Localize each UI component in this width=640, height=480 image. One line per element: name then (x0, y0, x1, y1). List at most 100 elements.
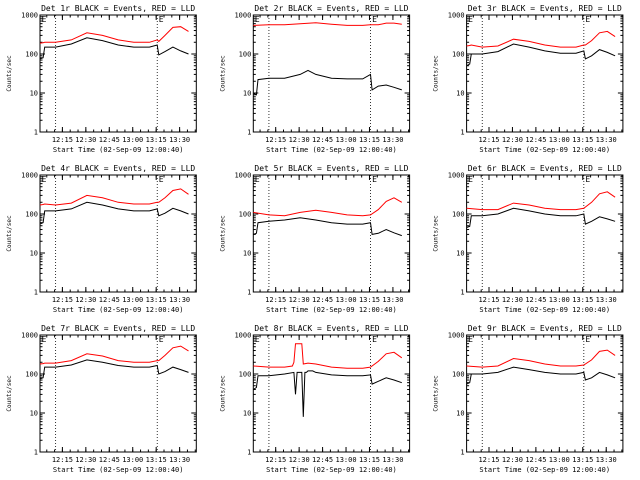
plot-frame (39, 334, 197, 453)
corner-mark: E (468, 175, 473, 184)
x-axis-label: Start Time (02-Sep-09 12:00:40) (479, 466, 610, 474)
x-axis-label: Start Time (02-Sep-09 12:00:40) (53, 466, 184, 474)
plot-frame (466, 174, 624, 293)
lld-series-line (39, 188, 189, 206)
plot-frame (466, 14, 624, 133)
y-tick-label: 100 (25, 51, 38, 59)
events-series-line (466, 207, 616, 228)
x-tick-label: 13:15 (146, 136, 167, 144)
corner-mark: E (159, 175, 164, 184)
y-axis-label: Counts/sec (219, 375, 226, 412)
x-axis-label: Start Time (02-Sep-09 12:00:40) (479, 146, 610, 154)
x-tick-label: 12:45 (525, 456, 546, 464)
corner-mark: E (468, 335, 473, 344)
y-axis-label: Counts/sec (6, 55, 13, 92)
lld-series-line (253, 197, 403, 217)
y-tick-label: 100 (452, 211, 465, 219)
panel-title: Det 1r BLACK = Events, RED = LLD (41, 4, 195, 13)
x-tick-label: 12:15 (478, 296, 499, 304)
panel-title: Det 6r BLACK = Events, RED = LLD (468, 164, 622, 173)
y-tick-label: 10 (456, 90, 464, 98)
y-tick-label: 10 (456, 250, 464, 258)
x-tick-label: 13:30 (596, 456, 617, 464)
panel-title: Det 5r BLACK = Events, RED = LLD (254, 164, 408, 173)
y-tick-label: 1000 (448, 332, 465, 340)
events-series-line (39, 37, 189, 60)
corner-mark: E (42, 175, 47, 184)
y-tick-label: 10 (456, 410, 464, 418)
lld-series-line (466, 30, 616, 48)
x-axis-label: Start Time (02-Sep-09 12:00:40) (266, 146, 397, 154)
x-tick-label: 12:45 (99, 136, 120, 144)
y-tick-label: 1000 (21, 12, 38, 20)
corner-mark: E (372, 175, 377, 184)
y-tick-label: 10 (243, 90, 251, 98)
x-tick-label: 13:30 (169, 456, 190, 464)
x-tick-label: 13:15 (146, 456, 167, 464)
plot-frame (252, 174, 411, 293)
x-tick-label: 12:15 (478, 456, 499, 464)
x-tick-label: 13:00 (549, 136, 570, 144)
x-tick-label: 12:45 (312, 136, 333, 144)
x-tick-label: 12:45 (99, 456, 120, 464)
y-axis-label: Counts/sec (433, 375, 440, 412)
y-tick-label: 1000 (234, 12, 251, 20)
events-series-line (253, 370, 402, 417)
x-tick-label: 13:00 (335, 296, 356, 304)
y-tick-label: 1 (34, 129, 38, 137)
x-tick-label: 12:30 (75, 136, 96, 144)
x-axis-label: Start Time (02-Sep-09 12:00:40) (479, 306, 610, 314)
detector-panel-2: Det 2r BLACK = Events, RED = LLD Counts/s… (219, 4, 411, 154)
y-tick-label: 10 (243, 410, 251, 418)
x-tick-label: 13:15 (146, 296, 167, 304)
y-axis-label: Counts/sec (219, 55, 226, 92)
detector-panel-9: Det 9r BLACK = Events, RED = LLD Counts/s… (433, 324, 624, 474)
y-tick-label: 1 (34, 289, 38, 297)
y-tick-label: 1000 (234, 332, 251, 340)
x-axis-label: Start Time (02-Sep-09 12:00:40) (266, 306, 397, 314)
x-tick-label: 13:30 (169, 296, 190, 304)
detector-panel-3: Det 3r BLACK = Events, RED = LLD Counts/s… (433, 4, 624, 154)
detector-panel-1: Det 1r BLACK = Events, RED = LLD Counts/s… (6, 4, 197, 154)
x-tick-label: 13:00 (122, 136, 143, 144)
x-tick-label: 12:15 (265, 136, 286, 144)
x-tick-label: 12:15 (52, 456, 73, 464)
x-tick-label: 13:30 (382, 296, 403, 304)
x-tick-label: 13:00 (335, 136, 356, 144)
y-tick-label: 10 (30, 90, 38, 98)
lld-series-line (253, 22, 402, 26)
x-tick-label: 12:45 (99, 296, 120, 304)
y-tick-label: 100 (452, 371, 465, 379)
panel-title: Det 3r BLACK = Events, RED = LLD (468, 4, 622, 13)
y-tick-label: 100 (25, 371, 38, 379)
lld-series-line (466, 349, 616, 368)
x-tick-label: 12:45 (312, 296, 333, 304)
detector-panel-7: Det 7r BLACK = Events, RED = LLD Counts/s… (6, 324, 197, 474)
events-series-line (39, 359, 189, 380)
plot-frame (39, 14, 197, 133)
x-tick-label: 12:45 (525, 296, 546, 304)
x-tick-label: 12:15 (52, 296, 73, 304)
y-tick-label: 1 (460, 449, 464, 457)
x-tick-label: 13:00 (122, 456, 143, 464)
x-axis-label: Start Time (02-Sep-09 12:00:40) (266, 466, 397, 474)
x-tick-label: 12:45 (312, 456, 333, 464)
events-series-line (253, 69, 402, 96)
y-tick-label: 1000 (21, 172, 38, 180)
x-tick-label: 13:30 (382, 136, 403, 144)
x-tick-label: 13:30 (169, 136, 190, 144)
y-tick-label: 1 (247, 449, 251, 457)
corner-mark: E (372, 15, 377, 24)
y-tick-label: 1 (460, 129, 464, 137)
corner-mark: E (42, 335, 47, 344)
x-tick-label: 12:15 (478, 136, 499, 144)
x-tick-label: 13:00 (335, 456, 356, 464)
x-tick-label: 12:30 (289, 456, 310, 464)
x-tick-label: 12:15 (265, 296, 286, 304)
x-tick-label: 13:15 (572, 296, 593, 304)
x-tick-label: 13:15 (572, 456, 593, 464)
events-series-line (466, 366, 616, 385)
y-tick-label: 1 (460, 289, 464, 297)
detector-panel-5: Det 5r BLACK = Events, RED = LLD Counts/s… (219, 164, 411, 314)
